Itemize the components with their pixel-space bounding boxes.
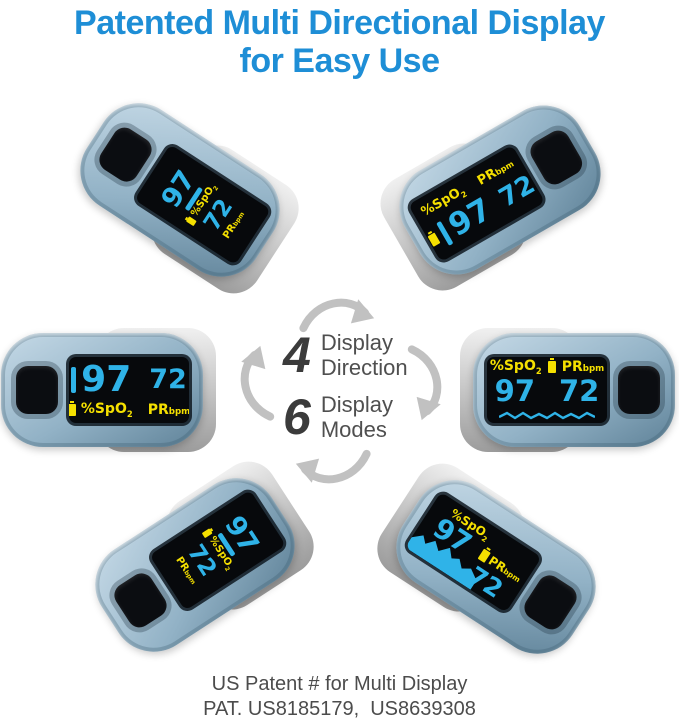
direction-label-line2: Direction xyxy=(320,355,408,381)
modes-count: 6 xyxy=(283,389,311,446)
title-line-2: for Easy Use xyxy=(239,42,441,81)
patent-line-2: PAT. US8185179, US8639308 xyxy=(203,698,476,720)
rotate-arrow-bottom-icon xyxy=(295,449,371,484)
battery-icon xyxy=(185,216,197,227)
pr-label: PRbpm xyxy=(147,401,189,418)
filled-waveform-icon xyxy=(405,535,477,590)
oximeter-screen: 97 72 %SpO2 PRbpm xyxy=(69,357,189,423)
rotate-arrow-left-icon xyxy=(240,345,275,421)
feature-display-direction: 4 Display Direction xyxy=(283,330,408,381)
finger-opening xyxy=(94,123,157,187)
rotate-arrow-top-icon xyxy=(299,298,375,333)
finger-opening xyxy=(109,568,172,632)
oximeter-middle-left: 97 72 %SpO2 PRbpm xyxy=(1,328,216,452)
oximeter-body: 97 72 %SpO2 PRbpm xyxy=(1,333,203,447)
title-line-1: Patented Multi Directional Display xyxy=(74,4,605,42)
patent-note: US Patent # for Multi Display PAT. US818… xyxy=(0,672,679,722)
modes-label-line2: Modes xyxy=(320,417,387,443)
oximeter-screen: %SpO2 97 PRbpm 72 xyxy=(405,491,542,613)
pr-label: PRbpm xyxy=(561,358,605,375)
page-title: Patented Multi Directional Display for E… xyxy=(0,4,679,80)
oximeter-body: %SpO2 97 PRbpm 72 xyxy=(380,464,612,670)
feature-display-modes: 6 Display Modes xyxy=(283,392,393,443)
oximeter-top-right: %SpO2 PRbpm 97 72 xyxy=(370,90,616,301)
direction-count: 4 xyxy=(283,327,311,384)
pr-value: 72 xyxy=(559,374,600,409)
spo2-value: 97 xyxy=(494,374,535,409)
direction-label-line1: Display xyxy=(320,330,393,355)
finger-opening xyxy=(519,570,582,634)
spo2-label: %SpO2 xyxy=(80,400,133,419)
battery-icon xyxy=(427,232,441,247)
oximeter-middle-right: %SpO2 PRbpm 97 72 xyxy=(460,328,675,452)
modes-label-line1: Display xyxy=(320,392,393,417)
pr-value: 72 xyxy=(149,364,187,396)
oximeter-body: %SpO2 PRbpm 97 72 xyxy=(473,333,675,447)
oximeter-bottom-left: 97 %SpO2 72 PRbpm xyxy=(79,450,325,668)
spo2-value: 97 xyxy=(81,358,132,400)
oximeter-bottom-right: %SpO2 97 PRbpm 72 xyxy=(366,452,612,670)
battery-icon xyxy=(69,400,76,416)
finger-opening xyxy=(16,366,58,414)
pulse-waveform-icon xyxy=(499,411,595,420)
oximeter-screen: %SpO2 PRbpm 97 72 xyxy=(487,357,607,423)
battery-icon xyxy=(547,357,556,373)
pulse-bar-icon xyxy=(71,366,77,393)
patent-line-1: US Patent # for Multi Display xyxy=(211,673,468,695)
oximeter-top-left: 97 %SpO2 72 PRbpm xyxy=(64,87,310,305)
rotate-arrow-right-icon xyxy=(407,345,442,421)
spo2-label: %SpO2 xyxy=(489,357,542,376)
finger-opening xyxy=(526,126,587,189)
finger-opening xyxy=(618,366,660,414)
